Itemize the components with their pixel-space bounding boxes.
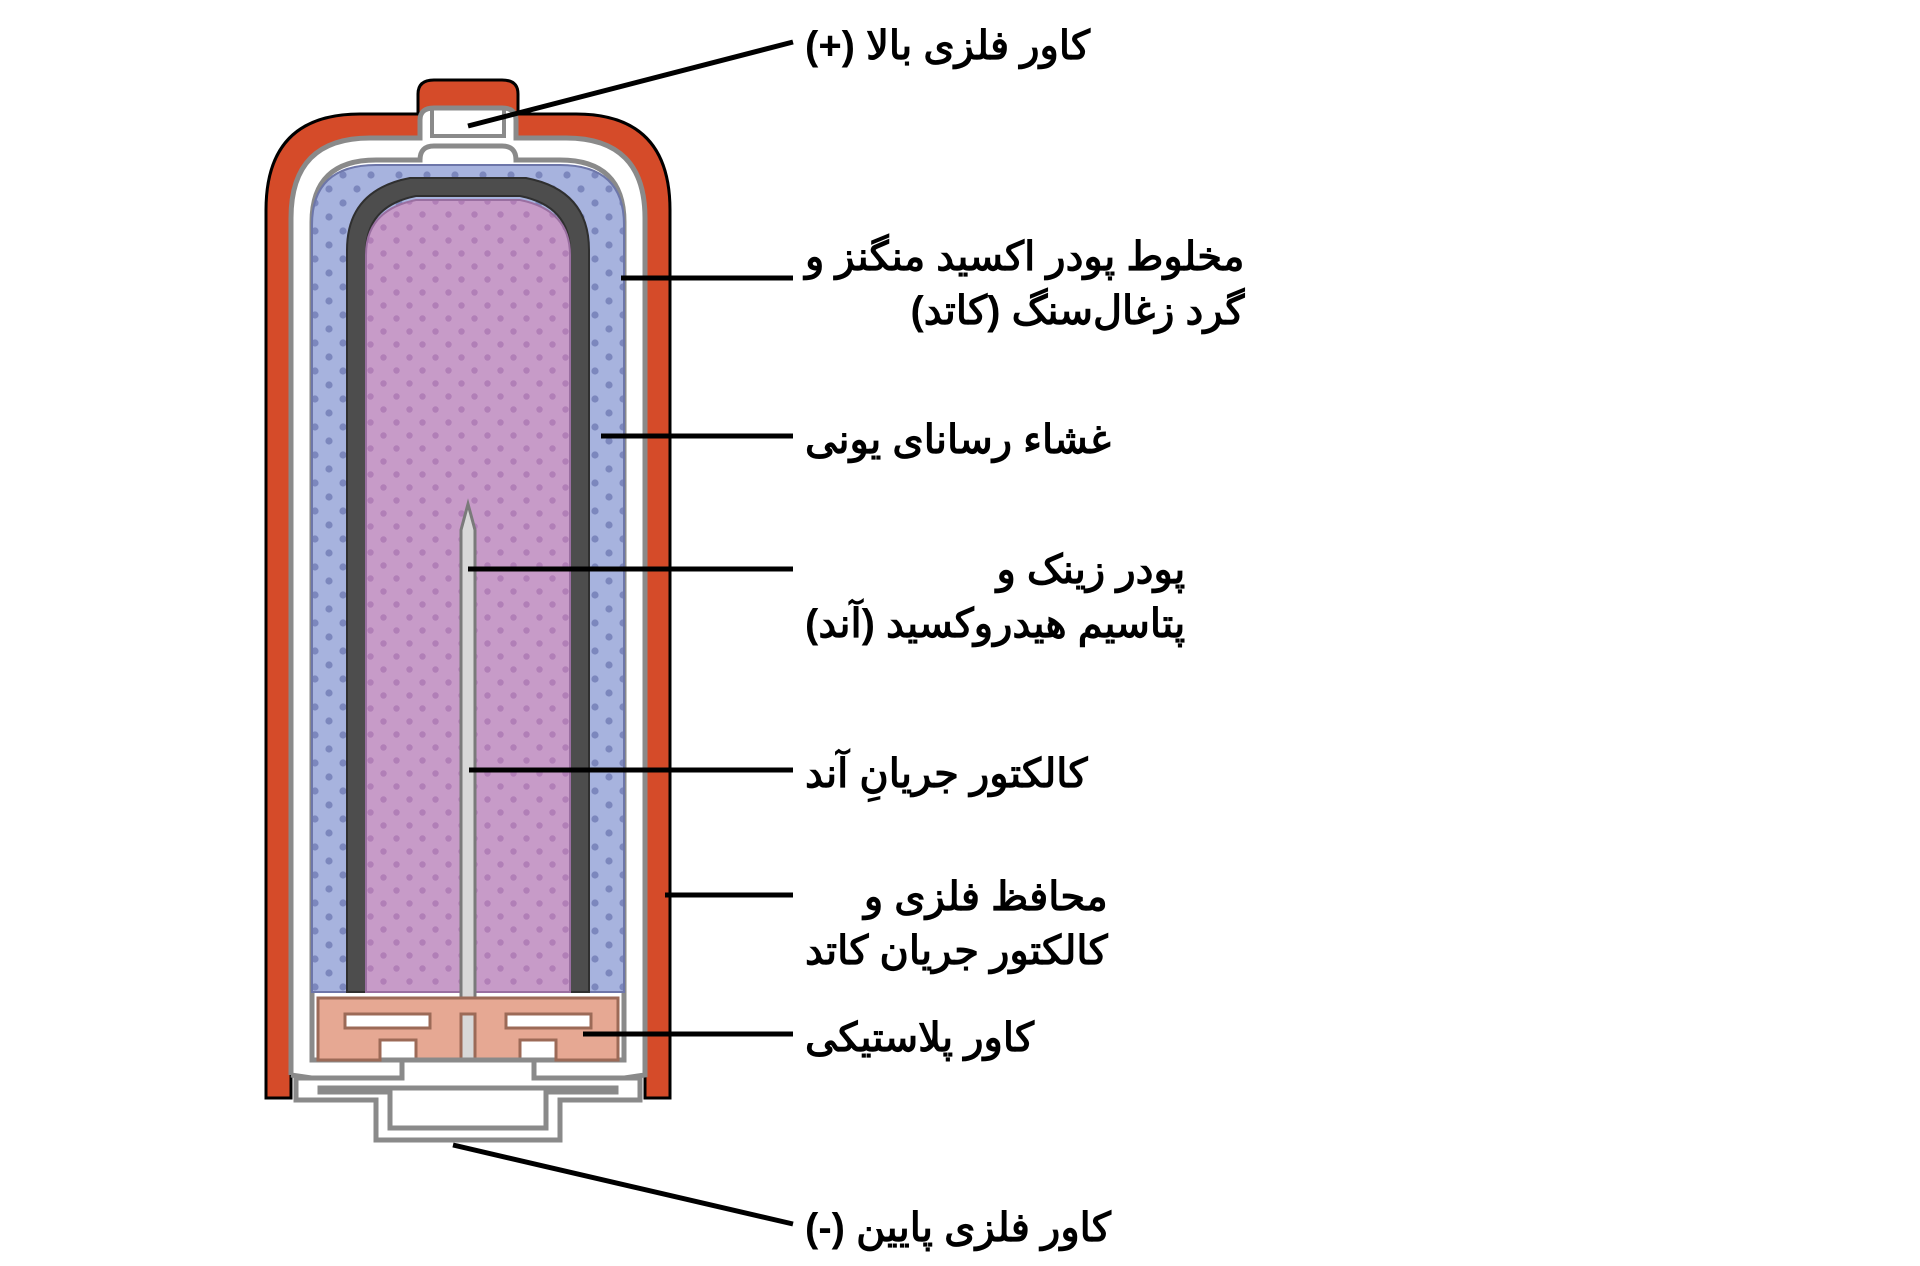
label-top-cap: کاور فلزی بالا (+) — [805, 19, 1090, 73]
label-text: کاور فلزی بالا (+) — [805, 24, 1090, 68]
label-text: گرد زغال‌سنگ (کاتد) — [910, 289, 1244, 333]
label-text: محافظ فلزی و — [864, 875, 1108, 919]
label-text: غشاء رسانای یونی — [805, 418, 1111, 462]
label-separator: غشاء رسانای یونی — [805, 413, 1111, 467]
label-text: کالکتور جریان کاتد — [805, 929, 1108, 973]
label-text: کالکتور جریانِ آند — [805, 752, 1088, 796]
label-text: پتاسیم هیدروکسید (آند) — [805, 602, 1185, 646]
label-cathode-mix: مخلوط پودر اکسید منگنز و گرد زغال‌سنگ (ک… — [805, 230, 1244, 338]
label-text: کاور فلزی پایین (-) — [805, 1206, 1111, 1250]
label-text: مخلوط پودر اکسید منگنز و — [805, 235, 1244, 279]
anode-current-collector — [461, 504, 475, 1078]
label-anode-mix: پودر زینک و پتاسیم هیدروکسید (آند) — [805, 543, 1185, 651]
label-text: کاور پلاستیکی — [805, 1016, 1034, 1060]
label-collector: کالکتور جریانِ آند — [805, 747, 1088, 801]
label-text: پودر زینک و — [997, 548, 1186, 592]
label-outer-shell: محافظ فلزی و کالکتور جریان کاتد — [805, 870, 1108, 978]
label-plastic-casing: کاور پلاستیکی — [805, 1011, 1034, 1065]
label-bottom-cap: کاور فلزی پایین (-) — [805, 1201, 1111, 1255]
